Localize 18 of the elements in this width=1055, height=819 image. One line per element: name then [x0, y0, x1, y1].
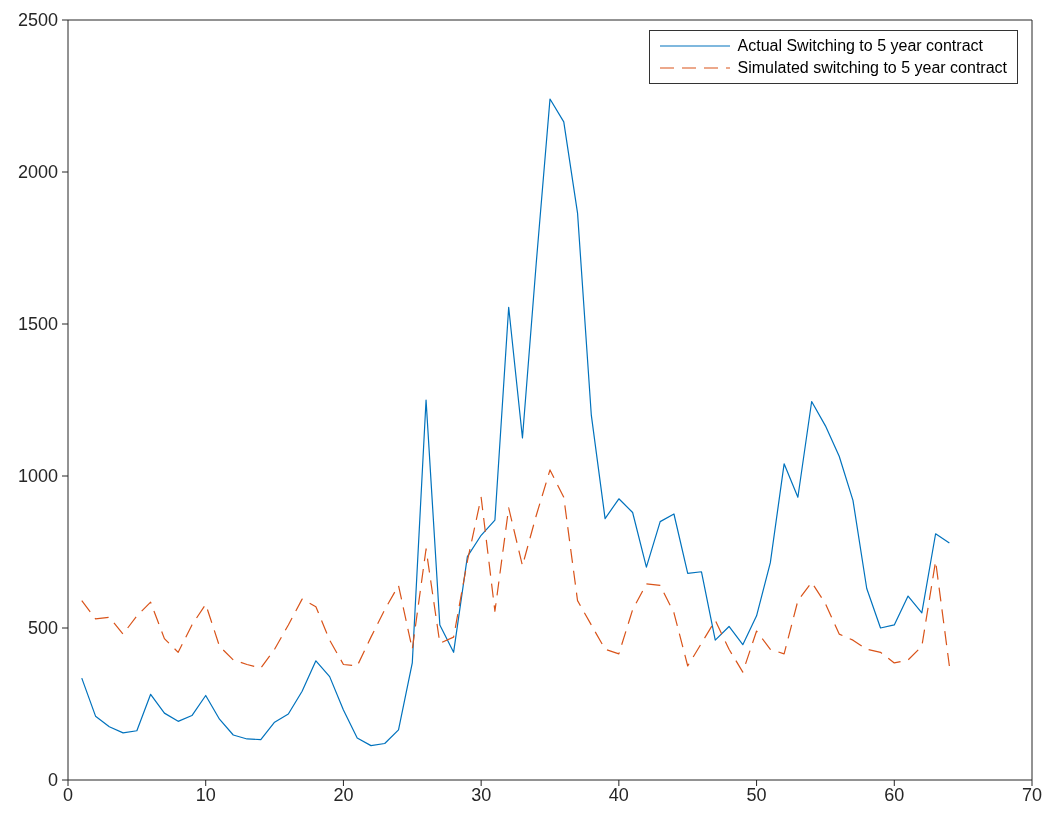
x-tick-label: 30: [471, 784, 492, 805]
legend-label: Simulated switching to 5 year contract: [737, 58, 1007, 78]
y-tick-label: 0: [47, 770, 58, 791]
x-tick-label: 70: [1021, 784, 1043, 805]
x-tick-label: 60: [884, 784, 905, 805]
x-tick-label: 50: [746, 784, 767, 805]
legend-label: Actual Switching to 5 year contract: [737, 36, 983, 56]
y-tick-label: 1500: [17, 314, 58, 335]
y-tick-label: 2500: [17, 10, 58, 31]
y-tick-label: 2000: [17, 162, 58, 183]
x-tick-label: 0: [62, 784, 74, 805]
line-series: [81, 98, 950, 747]
x-tick-label: 20: [333, 784, 354, 805]
y-tick-label: 500: [27, 618, 58, 639]
line-series: [81, 469, 950, 673]
x-tick-label: 40: [608, 784, 629, 805]
y-tick-label: 1000: [17, 466, 58, 487]
x-tick-label: 10: [195, 784, 216, 805]
